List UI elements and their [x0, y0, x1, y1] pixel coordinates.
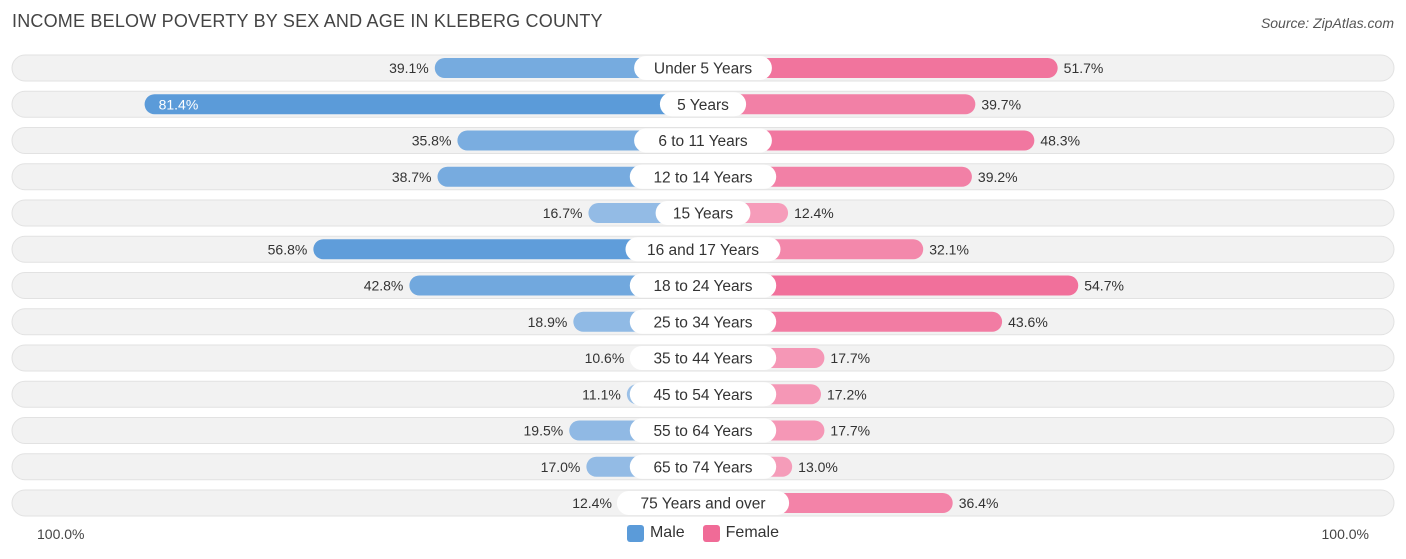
category-label: 5 Years: [677, 97, 729, 114]
male-value-label: 81.4%: [159, 96, 199, 112]
female-bar: [703, 311, 1003, 332]
category-label: 55 to 64 Years: [653, 423, 752, 440]
male-value-label: 18.9%: [528, 314, 568, 330]
female-bar: [703, 275, 1079, 296]
female-value-label: 17.2%: [827, 386, 867, 402]
legend-item-female[interactable]: Female: [702, 524, 780, 542]
female-value-label: 32.1%: [929, 241, 969, 257]
male-bar: [313, 239, 703, 260]
female-value-label: 51.7%: [1064, 60, 1104, 76]
category-label: 18 to 24 Years: [653, 278, 752, 295]
female-value-label: 36.4%: [959, 495, 999, 511]
right-axis-label: 100.0%: [1321, 526, 1369, 542]
category-pill: [629, 309, 777, 334]
category-label: 12 to 14 Years: [653, 169, 752, 186]
female-value-label: 39.2%: [978, 169, 1018, 185]
male-swatch: [626, 524, 644, 542]
category-pill: [629, 382, 777, 407]
male-value-label: 19.5%: [524, 423, 564, 439]
male-value-label: 35.8%: [412, 133, 452, 149]
male-value-label: 11.1%: [582, 386, 621, 402]
female-value-label: 13.0%: [798, 459, 838, 475]
category-pill: [629, 273, 777, 298]
category-label: 75 Years and over: [641, 496, 766, 513]
male-value-label: 10.6%: [585, 350, 625, 366]
category-pill: [655, 201, 751, 225]
category-pill: [634, 56, 772, 80]
left-axis-label: 100.0%: [37, 526, 85, 542]
male-value-label: 56.8%: [268, 241, 308, 257]
legend-female-label: Female: [725, 524, 780, 541]
source-credit: Source: ZipAtlas.com: [1260, 15, 1394, 31]
female-value-label: 39.7%: [981, 96, 1021, 112]
male-value-label: 16.7%: [543, 205, 583, 221]
female-value-label: 17.7%: [830, 423, 870, 439]
category-pill: [629, 346, 777, 370]
female-value-label: 17.7%: [830, 350, 870, 366]
male-value-label: 38.7%: [392, 169, 432, 185]
category-pill: [629, 164, 777, 189]
female-value-label: 43.6%: [1008, 314, 1048, 330]
male-value-label: 17.0%: [541, 459, 581, 475]
female-value-label: 48.3%: [1040, 133, 1080, 149]
category-pill: [625, 237, 781, 262]
category-label: 45 to 54 Years: [653, 387, 752, 404]
category-pill: [629, 454, 777, 479]
legend-male-label: Male: [649, 524, 685, 541]
male-value-label: 12.4%: [572, 495, 612, 511]
female-value-label: 12.4%: [794, 205, 834, 221]
category-pill: [634, 128, 772, 153]
male-bar: [409, 275, 703, 296]
category-label: 35 to 44 Years: [653, 351, 752, 368]
category-pill: [629, 418, 777, 443]
category-label: 6 to 11 Years: [658, 133, 748, 150]
chart-title: INCOME BELOW POVERTY BY SEX AND AGE IN K…: [12, 11, 603, 31]
category-label: 25 to 34 Years: [653, 314, 752, 331]
category-label: 65 to 74 Years: [653, 459, 752, 476]
female-swatch: [702, 524, 720, 542]
category-label: Under 5 Years: [654, 61, 752, 78]
male-value-label: 42.8%: [364, 278, 404, 294]
category-label: 15 Years: [673, 206, 734, 223]
female-value-label: 54.7%: [1084, 278, 1124, 294]
category-pill: [659, 92, 747, 117]
diverging-bar-chart: 39.1% 51.7% Under 5 Years 81.4% 39.7% 5 Years…: [11, 54, 1395, 517]
female-bar: [703, 58, 1058, 78]
female-bar: [703, 130, 1035, 151]
category-label: 16 and 17 Years: [647, 242, 759, 259]
legend-item-male[interactable]: Male: [626, 524, 685, 542]
female-bar: [703, 94, 976, 115]
legend: Male Female: [0, 524, 1406, 542]
male-value-label: 39.1%: [389, 60, 429, 76]
male-bar: [144, 94, 703, 115]
category-pill: [616, 491, 790, 515]
